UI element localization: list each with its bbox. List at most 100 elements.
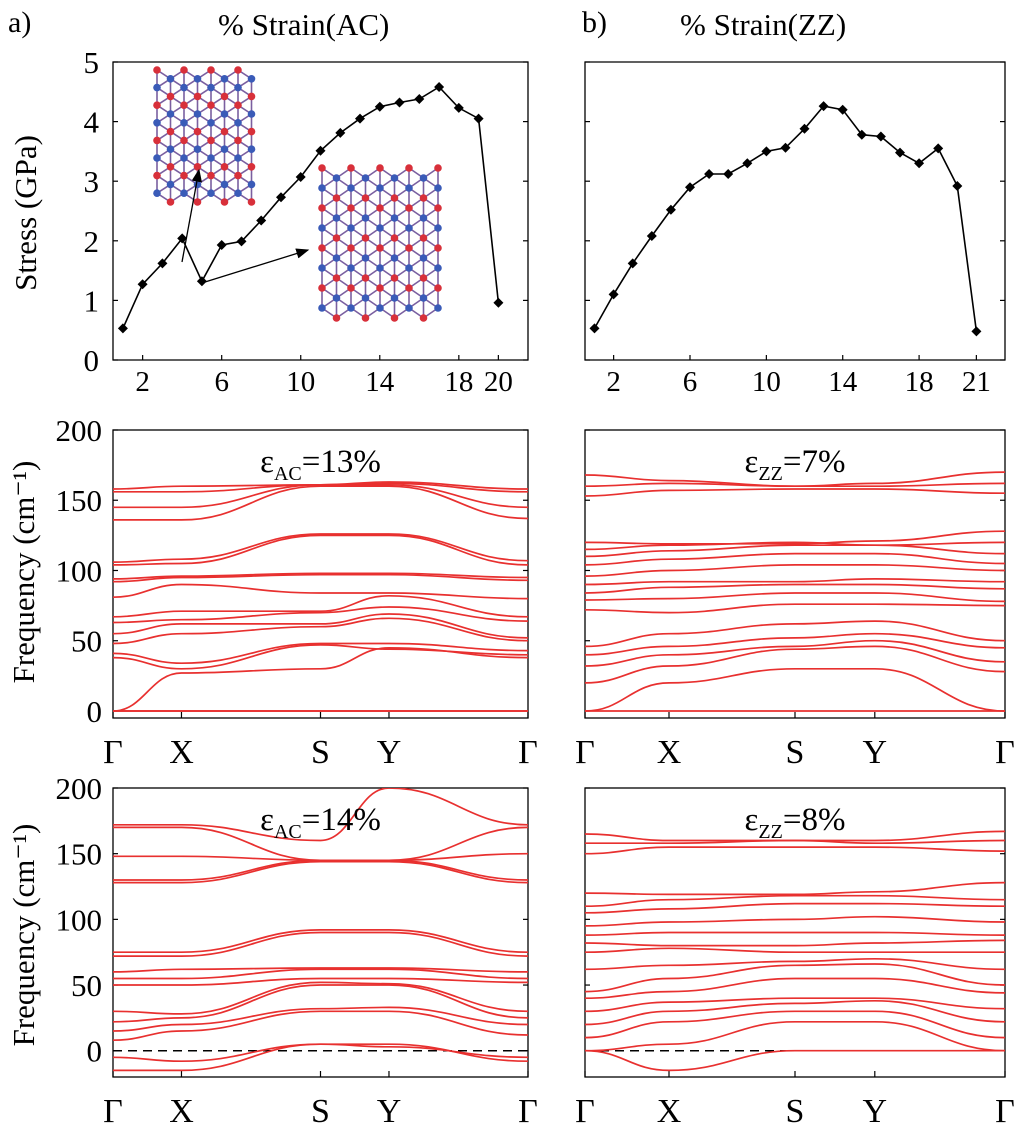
- atom: [207, 119, 215, 127]
- phonon-band: [585, 530, 1005, 545]
- k-point-label: X: [657, 734, 682, 771]
- atom: [361, 194, 370, 202]
- atom: [405, 264, 413, 272]
- k-point-label: S: [311, 1093, 330, 1130]
- atom: [347, 224, 355, 232]
- stress-series-line: [593, 105, 978, 332]
- atom: [390, 234, 399, 242]
- atom: [318, 304, 326, 312]
- atom: [419, 294, 428, 302]
- stress-data-point: [704, 169, 715, 179]
- atom: [332, 214, 341, 222]
- stress-data-point: [216, 240, 227, 250]
- x-tick-label: 14: [365, 366, 395, 398]
- stress-series-line: [122, 85, 500, 329]
- atom: [220, 198, 229, 206]
- phonon-band: [113, 859, 528, 881]
- k-point-label: Γ: [575, 734, 595, 771]
- stress-data-point: [374, 101, 385, 112]
- atom: [419, 174, 428, 182]
- atom: [390, 314, 399, 322]
- atom: [376, 184, 384, 192]
- atom: [332, 234, 341, 242]
- atom: [390, 254, 399, 262]
- k-point-label: Γ: [103, 1093, 123, 1130]
- atom: [193, 163, 202, 171]
- x-tick-label: 6: [683, 366, 698, 398]
- atom: [361, 314, 370, 322]
- stress-data-point: [971, 326, 982, 337]
- y-tick-label: 4: [84, 105, 100, 140]
- phonon-band: [113, 644, 528, 670]
- atom: [153, 101, 161, 109]
- stress-data-point: [589, 323, 600, 334]
- atom: [332, 254, 341, 262]
- phonon-band: [585, 830, 1005, 842]
- plot-frame: [584, 61, 1006, 361]
- panel-b-title: % Strain(ZZ): [680, 7, 846, 42]
- phonon-band: [585, 1010, 1005, 1039]
- atom: [234, 66, 242, 74]
- phonon-band: [585, 947, 1005, 954]
- phonon-band: [585, 620, 1005, 648]
- atom: [247, 92, 256, 101]
- phonon-band: [113, 968, 528, 980]
- atom: [347, 184, 355, 192]
- phonon-band: [113, 594, 528, 618]
- phonon-band: [113, 613, 528, 639]
- stress-data-point: [952, 181, 963, 191]
- atom: [234, 119, 242, 127]
- y-tick-label: 1: [84, 283, 100, 318]
- atom: [361, 294, 370, 302]
- k-point-label: X: [169, 734, 194, 771]
- atom: [166, 110, 175, 118]
- atom: [166, 92, 175, 101]
- atom: [390, 274, 399, 282]
- atom: [376, 244, 384, 252]
- atomic-structure-inset-1: [153, 66, 256, 206]
- atom: [318, 284, 326, 292]
- atom: [166, 180, 175, 189]
- atom: [193, 180, 202, 189]
- atom: [247, 110, 256, 118]
- stress-data-point: [627, 258, 638, 269]
- atom: [247, 75, 256, 83]
- atom: [347, 304, 355, 312]
- atom: [405, 164, 413, 172]
- atom: [153, 189, 161, 197]
- phonon-band: [113, 1006, 528, 1032]
- k-point-label: Y: [377, 734, 402, 771]
- atom: [361, 234, 370, 242]
- atom: [207, 171, 215, 180]
- atom: [234, 171, 242, 180]
- atom: [153, 171, 161, 180]
- atom: [234, 154, 242, 162]
- phonon-band: [113, 860, 528, 884]
- stress-data-point: [742, 158, 753, 169]
- atom: [207, 189, 215, 197]
- phonon-band: [113, 533, 528, 563]
- x-tick-label: 10: [752, 366, 781, 398]
- phonon-band: [113, 826, 528, 862]
- atom: [332, 314, 341, 322]
- phonon-band: [585, 1049, 1005, 1072]
- k-point-label: Γ: [103, 734, 123, 771]
- k-point-label: X: [657, 1093, 682, 1130]
- phonon-band: [113, 788, 528, 842]
- phonon-band: [113, 606, 528, 624]
- atom: [376, 164, 384, 172]
- phonon-band: [113, 1010, 528, 1042]
- atom: [434, 164, 442, 172]
- y-tick-label: 100: [56, 902, 103, 937]
- atom: [347, 284, 355, 292]
- atom: [361, 174, 370, 182]
- phonon-band: [113, 485, 528, 521]
- atom: [419, 314, 428, 322]
- atom: [434, 184, 442, 192]
- atom: [332, 174, 341, 182]
- stress-data-point: [493, 297, 504, 308]
- atom: [332, 194, 341, 202]
